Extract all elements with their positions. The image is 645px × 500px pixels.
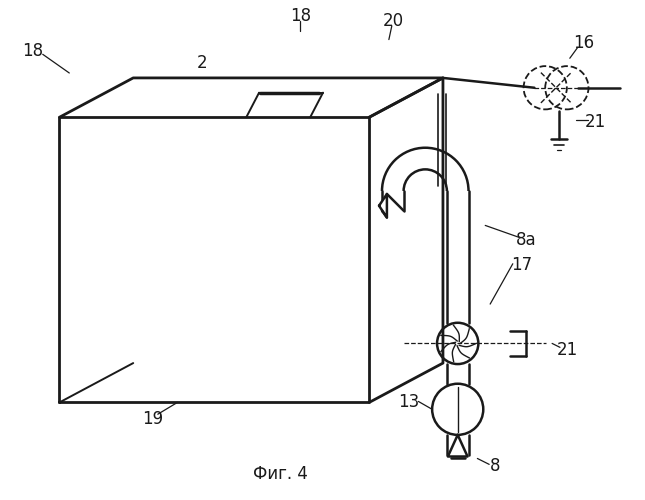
Text: 21: 21: [585, 113, 606, 131]
Text: 2: 2: [197, 54, 207, 72]
Polygon shape: [379, 194, 387, 218]
Text: 8a: 8a: [516, 231, 537, 249]
Text: 20: 20: [383, 12, 404, 30]
Text: 19: 19: [143, 410, 163, 428]
Text: Фиг. 4: Фиг. 4: [253, 465, 308, 483]
Text: 21: 21: [557, 342, 579, 359]
Text: 8: 8: [490, 458, 501, 475]
Text: 18: 18: [290, 7, 311, 25]
Polygon shape: [448, 435, 468, 456]
Text: 18: 18: [23, 42, 43, 60]
Text: 16: 16: [573, 34, 594, 52]
Text: 17: 17: [511, 256, 532, 274]
Text: 13: 13: [398, 394, 419, 411]
